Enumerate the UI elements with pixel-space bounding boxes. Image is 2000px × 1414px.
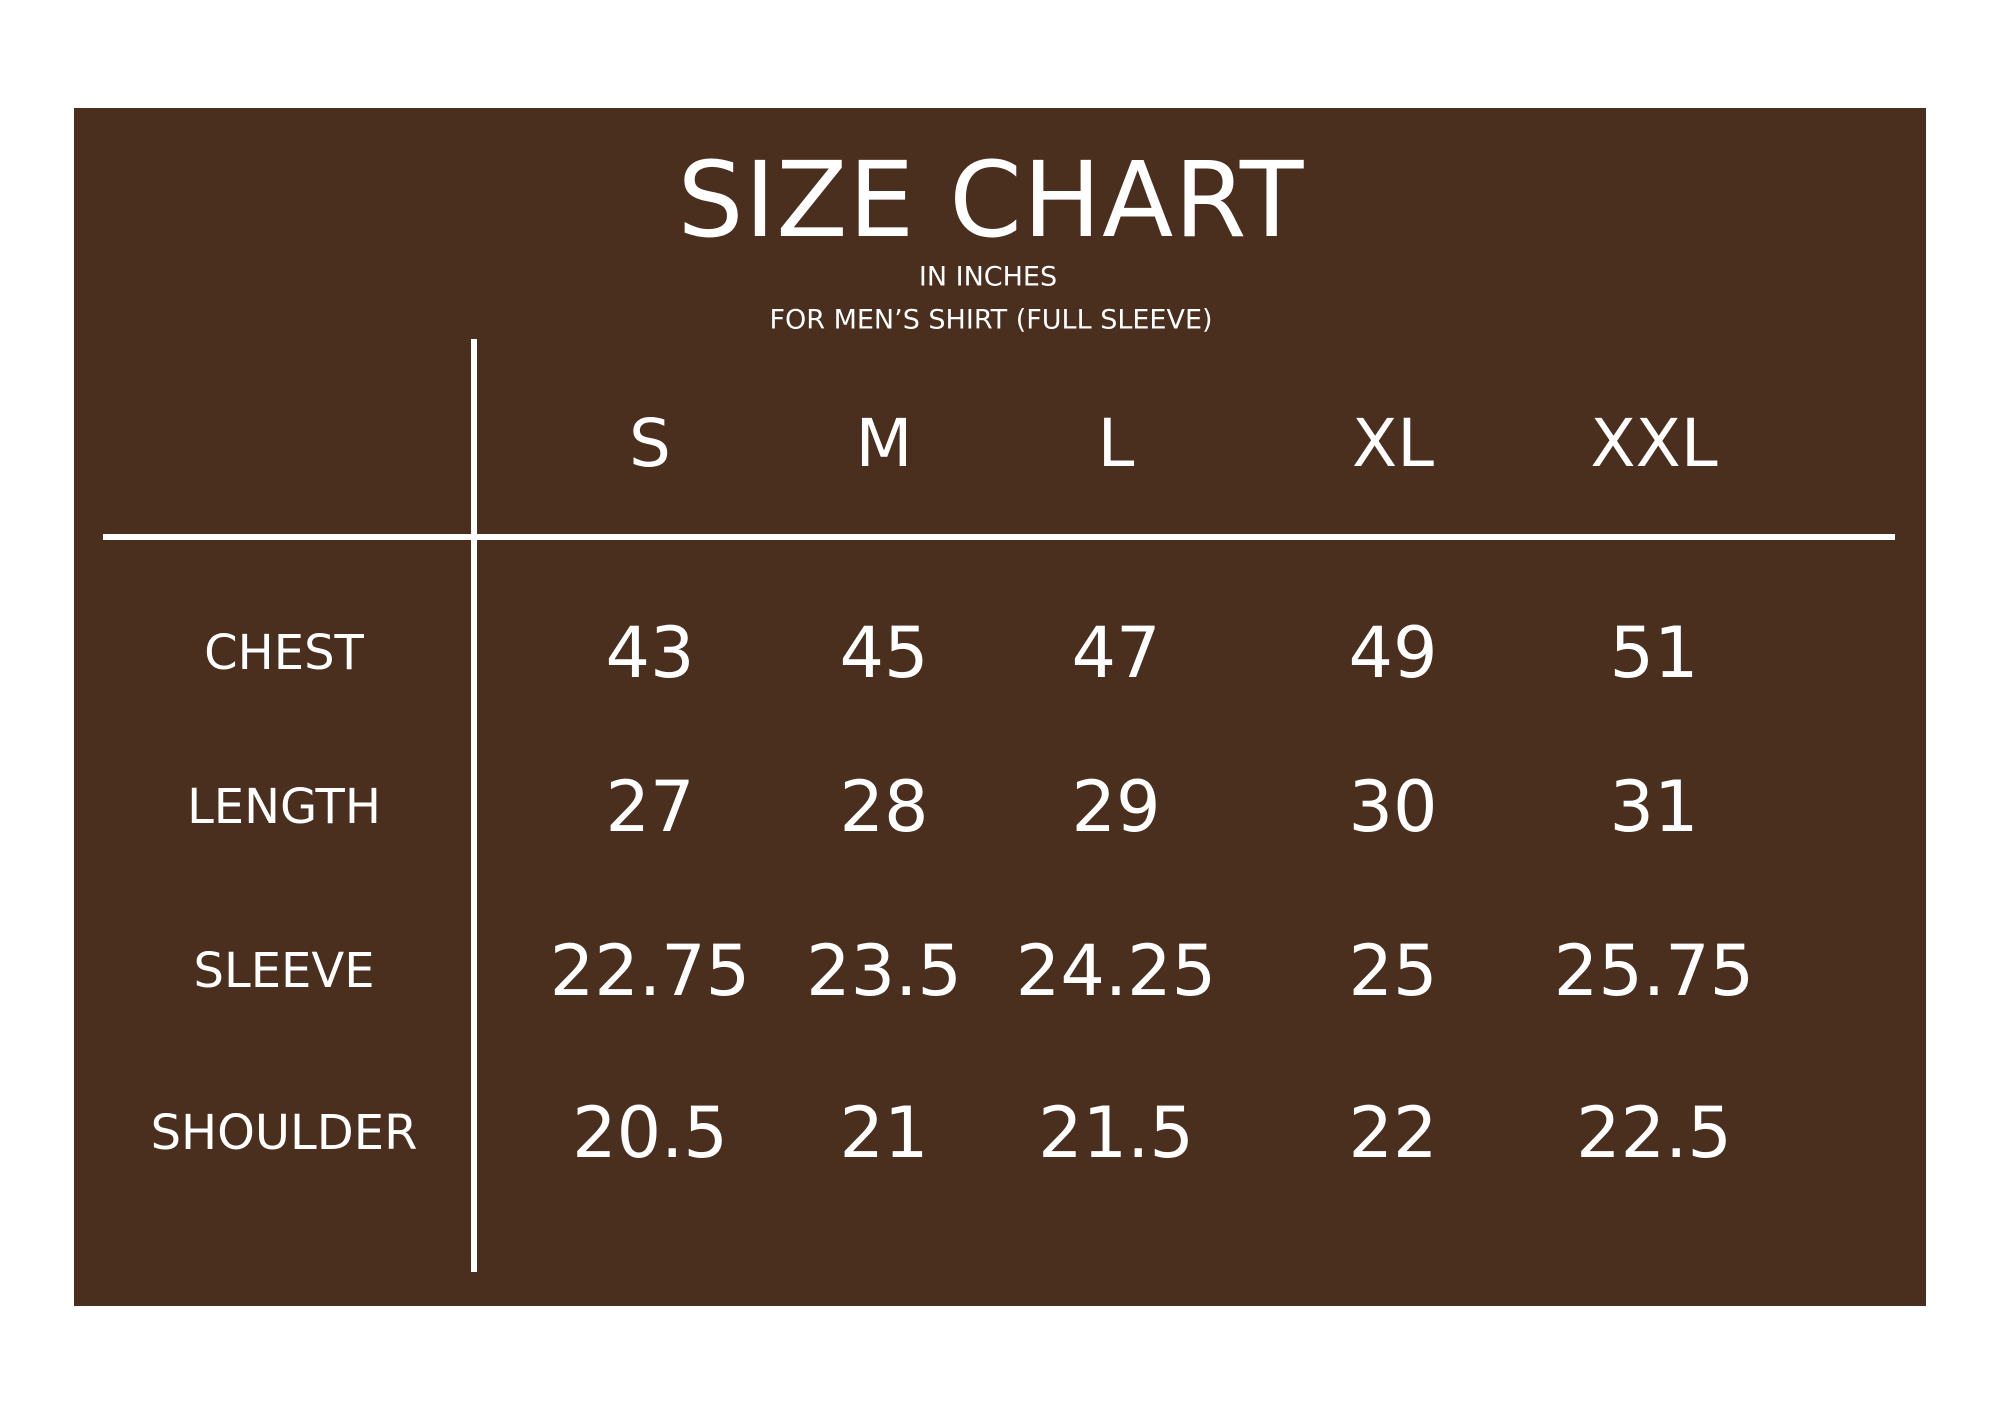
table-cell: 22.5 bbox=[1576, 1092, 1732, 1174]
table-cell: 31 bbox=[1609, 766, 1699, 848]
column-header-xxl: XXL bbox=[1590, 405, 1718, 482]
column-header-xl: XL bbox=[1352, 405, 1434, 482]
table-cell: 25 bbox=[1348, 930, 1438, 1012]
unit-note: IN INCHES bbox=[918, 261, 1058, 293]
row-label-shoulder: SHOULDER bbox=[150, 1105, 418, 1161]
table-cell: 45 bbox=[839, 612, 929, 694]
table-cell: 49 bbox=[1348, 612, 1438, 694]
column-header-s: S bbox=[629, 405, 671, 482]
table-horizontal-divider bbox=[103, 534, 1895, 540]
table-vertical-divider bbox=[471, 339, 477, 1272]
table-cell: 47 bbox=[1071, 612, 1161, 694]
column-header-l: L bbox=[1097, 405, 1135, 482]
table-cell: 25.75 bbox=[1553, 930, 1755, 1012]
table-cell: 24.25 bbox=[1015, 930, 1217, 1012]
row-label-sleeve: SLEEVE bbox=[193, 943, 375, 999]
column-header-m: M bbox=[855, 405, 913, 482]
table-cell: 43 bbox=[605, 612, 695, 694]
table-cell: 21 bbox=[839, 1092, 929, 1174]
table-cell: 22 bbox=[1348, 1092, 1438, 1174]
row-label-length: LENGTH bbox=[187, 779, 381, 835]
table-cell: 22.75 bbox=[549, 930, 751, 1012]
table-cell: 51 bbox=[1609, 612, 1699, 694]
table-cell: 30 bbox=[1348, 766, 1438, 848]
table-cell: 29 bbox=[1071, 766, 1161, 848]
table-cell: 28 bbox=[839, 766, 929, 848]
table-cell: 27 bbox=[605, 766, 695, 848]
table-cell: 21.5 bbox=[1038, 1092, 1194, 1174]
page-title: SIZE CHART bbox=[677, 139, 1305, 261]
size-chart-panel bbox=[74, 108, 1926, 1306]
table-cell: 23.5 bbox=[806, 930, 962, 1012]
row-label-chest: CHEST bbox=[204, 625, 364, 681]
product-note: FOR MEN’S SHIRT (FULL SLEEVE) bbox=[769, 304, 1213, 336]
table-cell: 20.5 bbox=[572, 1092, 728, 1174]
